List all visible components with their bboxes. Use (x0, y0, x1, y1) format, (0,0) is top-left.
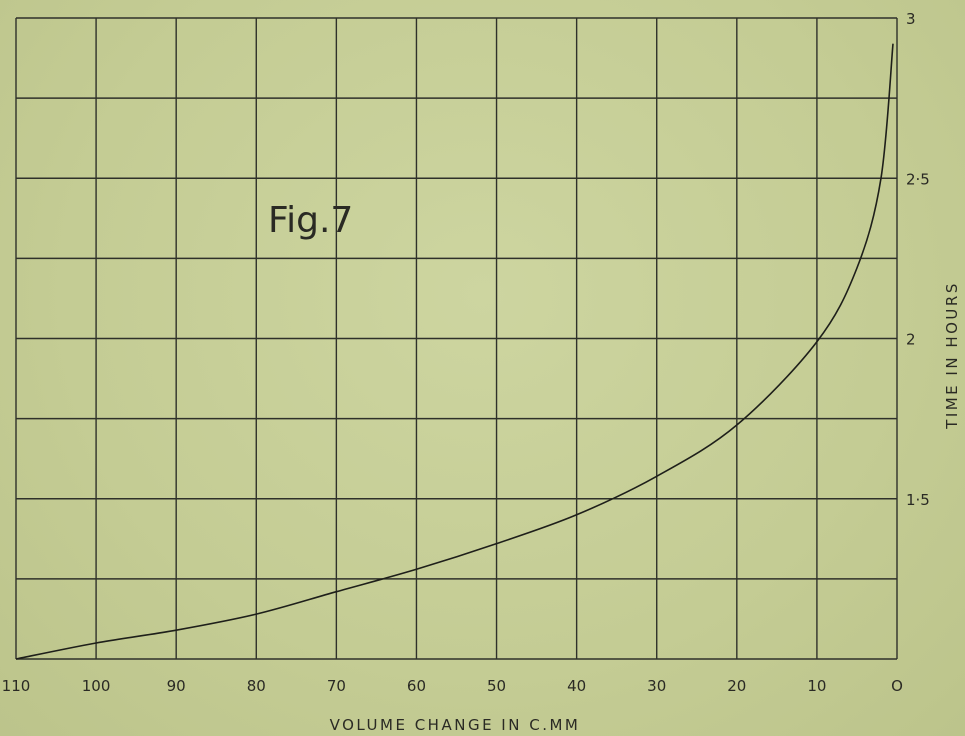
x-tick-label: 110 (2, 677, 31, 695)
x-tick-labels: 110 100 90 80 70 60 50 40 30 20 10 O (2, 677, 903, 695)
x-tick-label: 40 (567, 677, 586, 695)
y-tick-label: 1·5 (906, 491, 930, 509)
y-tick-label: 2·5 (906, 170, 930, 188)
x-tick-label: 90 (167, 677, 186, 695)
x-axis-label: VOLUME CHANGE IN C.MM (330, 716, 581, 734)
y-axis-label: TIME IN HOURS (943, 281, 961, 430)
figure-label: Fig.7 (268, 200, 353, 241)
x-tick-label: 50 (487, 677, 506, 695)
x-tick-label: 60 (407, 677, 426, 695)
grid (15, 17, 898, 660)
x-tick-label: 100 (82, 677, 111, 695)
data-curve (15, 43, 894, 660)
y-tick-label: 2 (906, 331, 916, 349)
x-tick-label: 30 (647, 677, 666, 695)
y-tick-labels: 3 2·5 2 1·5 (906, 10, 930, 509)
curve-layer (15, 43, 894, 660)
x-tick-label: 70 (327, 677, 346, 695)
x-tick-label: 80 (247, 677, 266, 695)
x-tick-label: O (891, 677, 903, 695)
y-tick-label: 3 (906, 10, 916, 28)
x-tick-label: 10 (807, 677, 826, 695)
x-tick-label: 20 (727, 677, 746, 695)
